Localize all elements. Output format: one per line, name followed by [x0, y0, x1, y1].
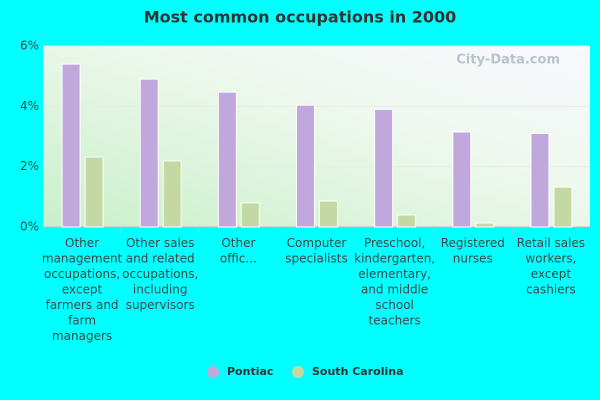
x-tick-label: Other sales and related occupations, includ… [122, 236, 198, 312]
y-tick-label: 2% [20, 159, 39, 173]
bar [397, 214, 417, 228]
bar [139, 78, 159, 228]
bar [84, 156, 104, 228]
bar [217, 91, 237, 228]
bar [240, 202, 260, 228]
x-tick-label: Retail sales workers, except cashiers [517, 236, 585, 297]
bar [452, 131, 472, 228]
bar [475, 222, 495, 228]
x-tick-label: Other offic... [220, 236, 257, 266]
chart-title: Most common occupations in 2000 [144, 8, 457, 27]
bar [319, 200, 338, 228]
watermark: City-Data.com [456, 53, 560, 68]
bar [530, 132, 550, 228]
legend-label: South Carolina [312, 365, 404, 378]
x-tick-label: Registered nurses [441, 236, 505, 266]
y-tick-label: 4% [20, 99, 39, 113]
y-tick-label: 0% [20, 220, 39, 234]
bar [162, 160, 182, 228]
legend-marker [292, 366, 304, 378]
plot-area [43, 46, 590, 227]
bar [553, 186, 573, 228]
legend-label: Pontiac [227, 365, 273, 378]
x-tick-label: Other management occupations, except farmers… [42, 236, 123, 343]
legend-marker [207, 366, 219, 378]
bar [61, 63, 81, 228]
x-tick-label: Computer specialists [285, 236, 347, 266]
bar [374, 108, 394, 228]
x-tick-label: Preschool, kindergarten, elementary, and mi… [354, 236, 435, 328]
y-tick-label: 6% [20, 39, 39, 53]
bar [296, 104, 315, 228]
